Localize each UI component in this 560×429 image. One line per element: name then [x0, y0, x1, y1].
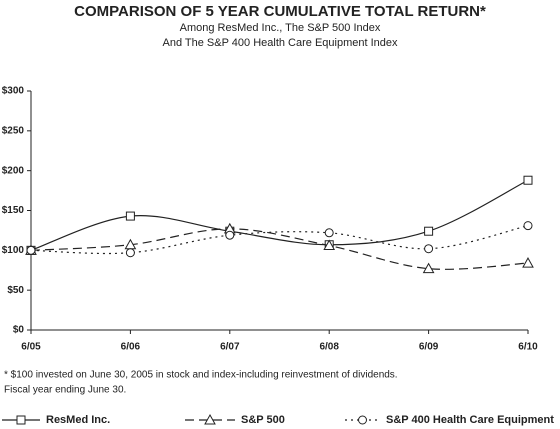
x-tick-label: 6/05 — [21, 342, 41, 353]
footnote: Fiscal year ending June 30. — [4, 385, 126, 396]
y-tick-label: $250 — [2, 125, 25, 136]
marker — [26, 245, 36, 255]
marker — [324, 228, 334, 238]
y-tick-label: $200 — [2, 165, 25, 176]
x-tick-label: 6/07 — [220, 342, 240, 353]
y-tick-label: $300 — [2, 86, 25, 97]
marker — [225, 230, 235, 240]
y-tick-label: $50 — [7, 285, 24, 296]
x-tick-label: 6/10 — [518, 342, 538, 353]
marker — [125, 248, 135, 258]
y-tick-label: $100 — [2, 245, 25, 256]
x-tick-label: 6/08 — [319, 342, 339, 353]
x-tick-label: 6/09 — [419, 342, 439, 353]
y-tick-label: $150 — [2, 205, 25, 216]
marker — [358, 415, 367, 425]
marker — [16, 415, 26, 425]
footnote: * $100 invested on June 30, 2005 in stoc… — [4, 370, 398, 381]
marker — [125, 211, 135, 221]
x-tick-label: 6/06 — [121, 342, 141, 353]
y-tick-label: $0 — [13, 325, 25, 336]
series-line — [30, 179, 529, 251]
series-line — [30, 228, 529, 270]
chart-subtitle: And The S&P 400 Health Care Equipment In… — [162, 37, 398, 49]
marker — [424, 244, 434, 254]
marker — [522, 257, 534, 268]
marker — [422, 262, 435, 274]
chart-title: COMPARISON OF 5 YEAR CUMULATIVE TOTAL RE… — [74, 3, 486, 20]
marker — [323, 239, 336, 251]
marker — [204, 413, 216, 425]
series-line — [30, 225, 529, 255]
legend-label: S&P 400 Health Care Equipment — [386, 414, 554, 426]
legend-label: S&P 500 — [241, 414, 285, 426]
marker — [424, 226, 434, 236]
marker — [523, 175, 533, 185]
marker — [523, 221, 533, 231]
legend-label: ResMed Inc. — [46, 414, 110, 426]
chart-subtitle: Among ResMed Inc., The S&P 500 Index — [180, 22, 381, 34]
